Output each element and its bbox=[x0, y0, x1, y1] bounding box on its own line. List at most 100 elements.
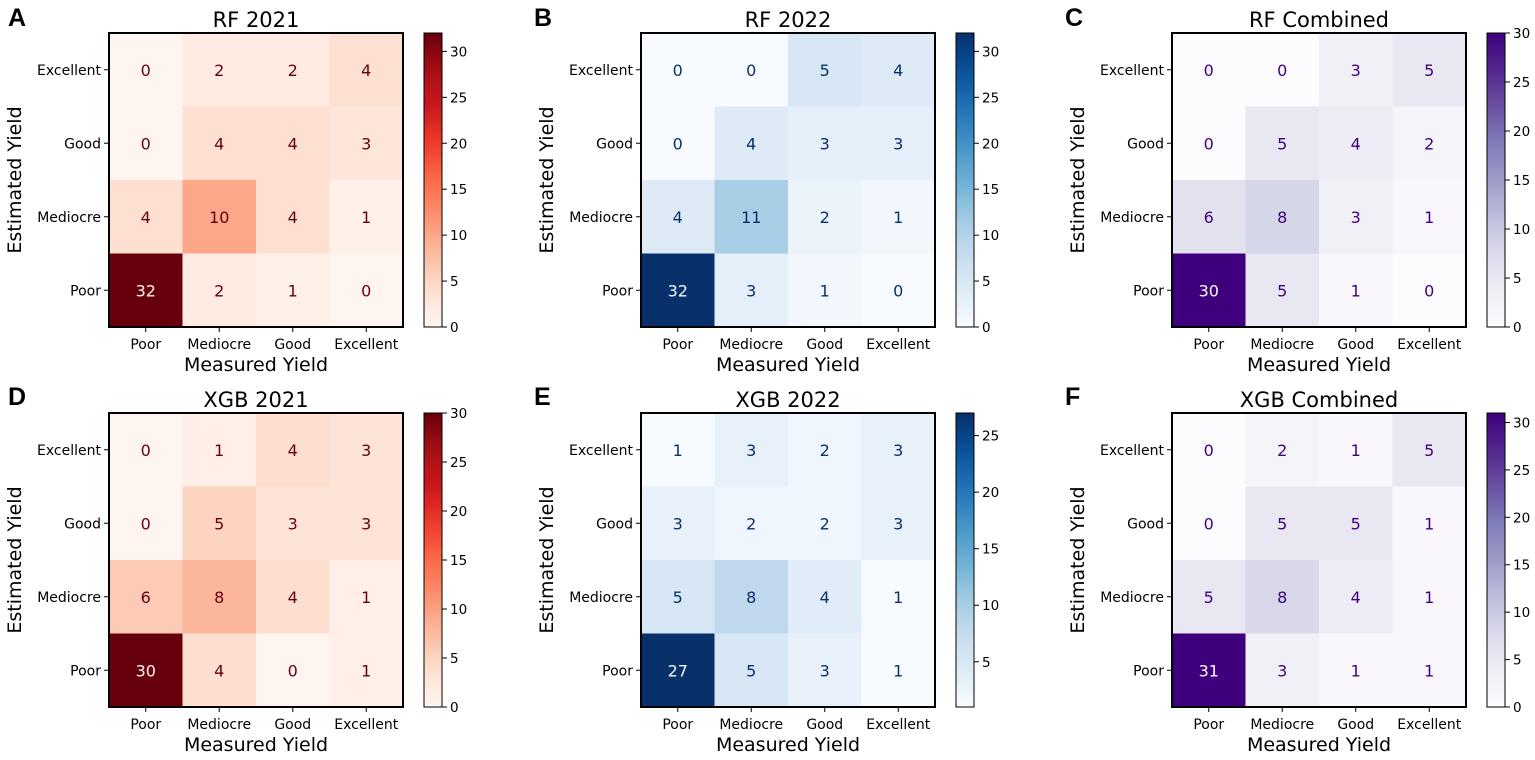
colorbar-tick-label: 15 bbox=[1513, 173, 1530, 189]
heatmap-cell bbox=[861, 253, 936, 328]
heatmap-cell bbox=[714, 253, 789, 328]
cell-value: 8 bbox=[1277, 588, 1287, 607]
heatmap-cell bbox=[714, 633, 789, 708]
cell-value: 2 bbox=[746, 514, 756, 533]
cell-value: 0 bbox=[361, 281, 371, 300]
heatmap-cell bbox=[714, 33, 789, 107]
cell-value: 0 bbox=[1204, 134, 1214, 153]
heatmap-cell bbox=[788, 486, 862, 561]
colorbar-tick-label: 10 bbox=[1513, 605, 1530, 621]
heatmap-cell bbox=[182, 633, 257, 708]
x-tick-label: Mediocre bbox=[719, 717, 783, 733]
matrix-frame bbox=[108, 32, 404, 328]
cell-value: 1 bbox=[361, 588, 371, 607]
chart-title: RF Combined bbox=[1249, 8, 1389, 32]
x-tick-label: Poor bbox=[662, 337, 693, 353]
y-tick-label: Good bbox=[64, 136, 101, 152]
heatmap-cell bbox=[1319, 180, 1393, 254]
cell-value: 0 bbox=[141, 134, 151, 153]
heatmap-cell bbox=[256, 253, 330, 328]
heatmap-cell bbox=[1319, 486, 1393, 561]
heatmap-cell bbox=[714, 413, 789, 487]
y-tick-label: Excellent bbox=[569, 63, 633, 79]
x-tick-label: Mediocre bbox=[187, 717, 251, 733]
heatmap-cell bbox=[1245, 486, 1320, 561]
heatmap-cell bbox=[861, 486, 936, 561]
heatmap-cell bbox=[641, 560, 715, 634]
x-tick-label: Poor bbox=[130, 717, 161, 733]
cell-value: 3 bbox=[820, 661, 830, 680]
colorbar-tick-label: 10 bbox=[450, 602, 467, 618]
y-axis-label: Estimated Yield bbox=[536, 106, 558, 253]
cell-value: 3 bbox=[746, 441, 756, 460]
heatmap-cell bbox=[1245, 560, 1320, 634]
cell-value: 3 bbox=[746, 281, 756, 300]
y-tick-label: Good bbox=[64, 516, 101, 532]
y-tick-label: Good bbox=[1127, 136, 1164, 152]
y-tick-label: Excellent bbox=[37, 443, 101, 459]
x-axis-label: Measured Yield bbox=[716, 354, 860, 376]
cell-value: 8 bbox=[746, 588, 756, 607]
colorbar-tick-label: 0 bbox=[1513, 700, 1522, 716]
y-tick-label: Poor bbox=[1133, 663, 1164, 679]
cell-value: 4 bbox=[673, 208, 683, 227]
y-tick-label: Good bbox=[596, 136, 633, 152]
heatmap-cell bbox=[1392, 106, 1467, 181]
x-tick-label: Mediocre bbox=[719, 337, 783, 353]
heatmap-cell bbox=[861, 33, 936, 107]
heatmap-cell bbox=[1172, 486, 1246, 561]
heatmap-cell bbox=[256, 33, 330, 107]
cell-value: 1 bbox=[893, 661, 903, 680]
heatmap-cell bbox=[1245, 633, 1320, 708]
x-tick-label: Excellent bbox=[334, 717, 398, 733]
colorbar-tick-label: 5 bbox=[982, 274, 991, 290]
heatmap-cell bbox=[1172, 253, 1246, 328]
heatmap-cell bbox=[861, 106, 936, 181]
cell-value: 5 bbox=[1424, 61, 1434, 80]
x-tick-label: Poor bbox=[1193, 337, 1224, 353]
x-axis-label: Measured Yield bbox=[184, 734, 328, 756]
cell-value: 3 bbox=[893, 514, 903, 533]
cell-value: 30 bbox=[136, 661, 156, 680]
chart-title: XGB 2022 bbox=[735, 388, 840, 412]
cell-value: 5 bbox=[820, 61, 830, 80]
cell-value: 0 bbox=[673, 134, 683, 153]
cell-value: 4 bbox=[288, 134, 298, 153]
cell-value: 5 bbox=[1351, 514, 1361, 533]
cell-value: 0 bbox=[1277, 61, 1287, 80]
cell-value: 2 bbox=[214, 281, 224, 300]
y-tick-label: Good bbox=[596, 516, 633, 532]
cell-value: 2 bbox=[820, 441, 830, 460]
matrix-frame bbox=[1171, 32, 1467, 328]
x-tick-label: Poor bbox=[662, 717, 693, 733]
matrix-frame bbox=[108, 412, 404, 708]
x-tick-label: Good bbox=[274, 337, 311, 353]
chart-title: RF 2021 bbox=[213, 8, 300, 32]
heatmap-cell bbox=[788, 180, 862, 254]
cell-value: 0 bbox=[1204, 514, 1214, 533]
heatmap-cell bbox=[1319, 413, 1393, 487]
heatmap-cell bbox=[109, 633, 183, 708]
x-tick-label: Good bbox=[1337, 337, 1374, 353]
heatmap-cell bbox=[1319, 633, 1393, 708]
heatmap-cell bbox=[182, 253, 257, 328]
heatmap-cell bbox=[329, 106, 404, 181]
heatmap-cell bbox=[714, 180, 789, 254]
y-tick-label: Mediocre bbox=[569, 590, 633, 606]
heatmap-cell bbox=[329, 180, 404, 254]
x-axis-label: Measured Yield bbox=[1247, 734, 1391, 756]
cell-value: 3 bbox=[288, 514, 298, 533]
cell-value: 0 bbox=[141, 441, 151, 460]
heatmap-cell bbox=[641, 413, 715, 487]
heatmap-cell bbox=[641, 633, 715, 708]
cell-value: 8 bbox=[214, 588, 224, 607]
cell-value: 0 bbox=[141, 61, 151, 80]
x-axis-label: Measured Yield bbox=[184, 354, 328, 376]
cell-value: 8 bbox=[1277, 208, 1287, 227]
y-tick-label: Poor bbox=[602, 663, 633, 679]
x-axis-label: Measured Yield bbox=[716, 734, 860, 756]
x-tick-label: Excellent bbox=[866, 717, 930, 733]
y-tick-label: Mediocre bbox=[1100, 210, 1164, 226]
y-tick-label: Mediocre bbox=[1100, 590, 1164, 606]
